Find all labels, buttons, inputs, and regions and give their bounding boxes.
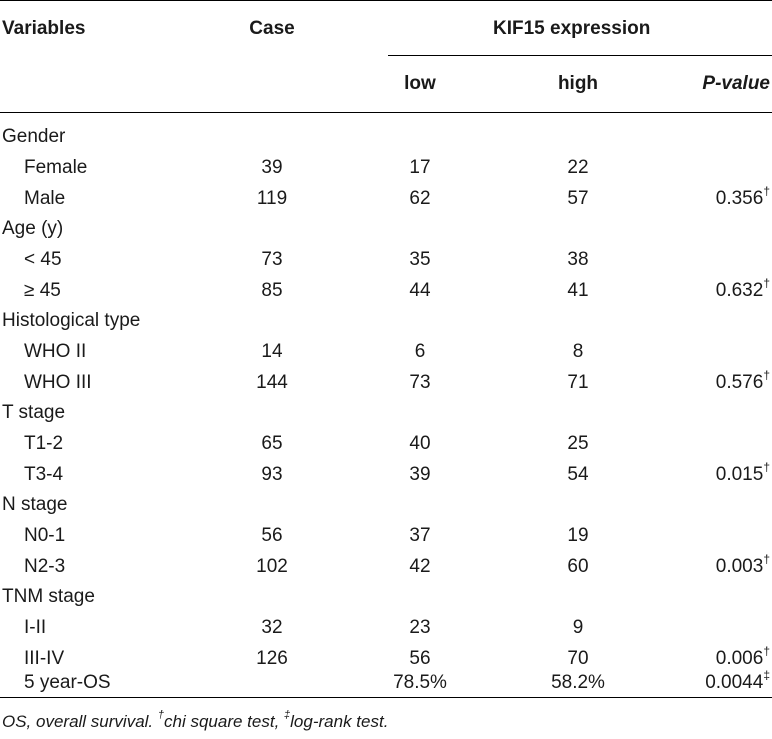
expression-group-rule	[388, 55, 772, 56]
row-label: Male	[24, 188, 66, 209]
dagger-mark: †	[763, 275, 770, 290]
p-value-cell: 0.356†	[715, 183, 770, 211]
footnote-dagger: †	[157, 709, 165, 722]
dagger-mark: †	[763, 551, 770, 566]
footnote-double-dagger: ‡	[284, 709, 291, 722]
low-value: 6	[414, 341, 426, 362]
p-value: 0.015	[715, 464, 764, 485]
header-bottom-rule	[0, 112, 772, 113]
row-label: < 45	[24, 249, 62, 270]
table-footnote: OS, overall survival. †chi square test, …	[2, 709, 389, 733]
high-value: 38	[567, 249, 589, 270]
footnote-os: OS, overall survival.	[2, 712, 158, 731]
low-value: 23	[409, 617, 431, 638]
case-value: 85	[261, 280, 283, 301]
header-kif15-expression: KIF15 expression	[493, 18, 651, 39]
case-value: 144	[256, 372, 288, 393]
group-label: Histological type	[2, 310, 141, 331]
p-value-cell: 0.003†	[715, 551, 770, 579]
footnote-chi-square: chi square test,	[164, 712, 285, 731]
low-value: 56	[409, 648, 431, 669]
dagger-mark: †	[763, 183, 770, 198]
high-value: 57	[567, 188, 589, 209]
high-value: 60	[567, 556, 589, 577]
group-label: TNM stage	[2, 586, 95, 607]
top-rule	[0, 0, 772, 1]
p-value-cell: 0.015†	[715, 459, 770, 487]
table-bottom-rule	[0, 697, 772, 698]
case-value: 126	[256, 648, 288, 669]
high-value: 9	[572, 617, 584, 638]
high-value: 25	[567, 433, 589, 454]
row-label: T3-4	[24, 464, 64, 485]
dagger-mark: †	[763, 367, 770, 382]
row-label: T1-2	[24, 433, 64, 454]
low-value: 17	[409, 157, 431, 178]
p-value-cell: 0.632†	[715, 275, 770, 303]
header-p-value: P-value	[702, 73, 770, 94]
low-value: 35	[409, 249, 431, 270]
row-label: N0-1	[24, 525, 66, 546]
p-value: 0.632	[715, 280, 764, 301]
header-high: high	[557, 73, 599, 94]
p-value-cell: 0.576†	[715, 367, 770, 395]
case-value: 102	[256, 556, 288, 577]
dagger-mark: †	[763, 459, 770, 474]
high-value: 70	[567, 648, 589, 669]
p-value-cell: 0.006†	[715, 643, 770, 671]
group-label: Gender	[2, 126, 66, 147]
case-value: 73	[261, 249, 283, 270]
group-label: T stage	[2, 402, 66, 423]
header-low: low	[404, 73, 436, 94]
low-value: 73	[409, 372, 431, 393]
footnote-log-rank: log-rank test.	[290, 712, 389, 731]
case-value: 14	[261, 341, 283, 362]
high-value: 22	[567, 157, 589, 178]
row-label: 5 year-OS	[24, 672, 111, 693]
low-value: 39	[409, 464, 431, 485]
high-value: 54	[567, 464, 589, 485]
case-value: 32	[261, 617, 283, 638]
high-value: 41	[567, 280, 589, 301]
high-value: 71	[567, 372, 589, 393]
low-value: 37	[409, 525, 431, 546]
case-value: 119	[256, 188, 288, 209]
p-value: 0.003	[715, 556, 764, 577]
low-value: 78.5%	[393, 672, 447, 693]
dagger-mark: †	[763, 643, 770, 658]
p-value: 0.356	[715, 188, 764, 209]
p-value: 0.576	[715, 372, 764, 393]
case-value: 93	[261, 464, 283, 485]
low-value: 40	[409, 433, 431, 454]
row-label: WHO III	[24, 372, 92, 393]
double-dagger-mark: ‡	[763, 667, 770, 682]
header-variables: Variables	[2, 18, 86, 39]
low-value: 62	[409, 188, 431, 209]
p-value: 0.0044	[705, 672, 764, 693]
row-label: Female	[24, 157, 88, 178]
high-value: 19	[567, 525, 589, 546]
p-value: 0.006	[715, 648, 764, 669]
row-label: I-II	[24, 617, 47, 638]
case-value: 39	[261, 157, 283, 178]
row-label: N2-3	[24, 556, 66, 577]
high-value: 58.2%	[551, 672, 605, 693]
p-value-cell: 0.0044‡	[705, 667, 770, 695]
row-label: WHO II	[24, 341, 87, 362]
case-value: 56	[261, 525, 283, 546]
group-label: Age (y)	[2, 218, 64, 239]
low-value: 42	[409, 556, 431, 577]
header-case: Case	[249, 18, 295, 39]
group-label: N stage	[2, 494, 68, 515]
low-value: 44	[409, 280, 431, 301]
high-value: 8	[572, 341, 584, 362]
row-label: III-IV	[24, 648, 65, 669]
row-label: ≥ 45	[24, 280, 61, 301]
case-value: 65	[261, 433, 283, 454]
